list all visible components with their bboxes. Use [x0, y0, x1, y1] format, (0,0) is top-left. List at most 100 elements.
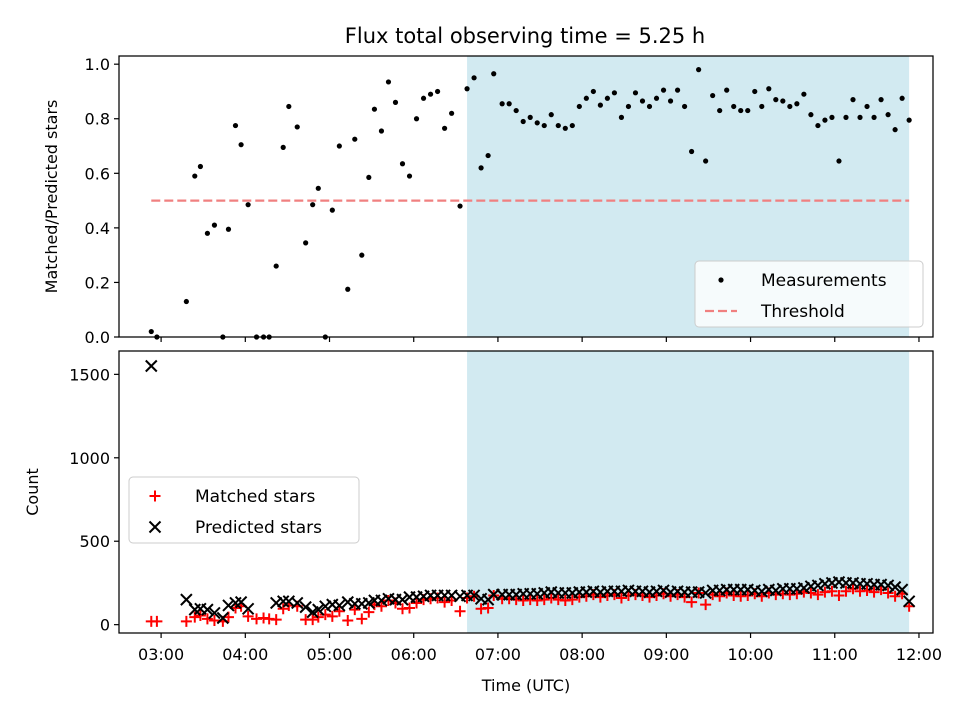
measurements-point: [604, 95, 611, 101]
matched-stars-point: [194, 609, 206, 621]
measurements-point: [245, 202, 251, 208]
y-tick-label: 0.6: [85, 164, 110, 183]
count-legend: Matched stars Predicted stars: [128, 476, 360, 544]
matched-stars-point: [882, 587, 894, 599]
measurements-point: [232, 122, 239, 129]
measurements-point: [660, 87, 667, 93]
legend-box: [694, 260, 924, 328]
matched-stars-point: [277, 603, 289, 615]
y-tick-label: 0.8: [85, 110, 110, 129]
measurements-point: [639, 98, 646, 104]
measurements-point: [681, 103, 688, 110]
x-tick-label: 04:00: [222, 645, 268, 664]
measurements-point: [491, 71, 497, 77]
predicted-stars-point: [201, 603, 214, 616]
predicted-stars-point: [222, 599, 235, 612]
measurements-point: [197, 163, 203, 170]
measurements-point: [674, 87, 681, 93]
matched-stars-point: [868, 586, 880, 598]
count-y-ticks: 0 500 1000 1500: [69, 365, 119, 635]
ratio-panel-frame: [118, 55, 934, 338]
measurements-point: [204, 230, 211, 236]
predicted-stars-point: [888, 580, 902, 594]
measurements-point: [597, 102, 603, 108]
measurements-point: [294, 124, 300, 130]
measurements-point: [843, 114, 849, 120]
predicted-stars-point: [276, 595, 290, 608]
matched-stars-point: [482, 602, 494, 614]
measurements-point: [471, 75, 477, 81]
measurements-point: [420, 95, 427, 101]
predicted-stars-point: [333, 599, 346, 612]
matched-stars-point: [826, 585, 838, 597]
measurements-point: [329, 207, 335, 213]
y-tick-label: 1500: [69, 365, 110, 384]
matched-stars-point: [454, 605, 466, 617]
matched-stars-point: [342, 614, 354, 626]
measurements-point: [632, 90, 639, 96]
measurements-point: [310, 202, 316, 208]
predicted-stars-point: [895, 583, 909, 596]
y-tick-label: 500: [79, 532, 110, 551]
matched-stars-point: [270, 614, 282, 626]
matched-stars-point: [363, 606, 375, 618]
y-tick-label: 0: [100, 616, 110, 635]
measurements-point: [366, 174, 372, 181]
measurements-point: [829, 114, 835, 120]
measurements-point: [794, 101, 800, 107]
measurements-point: [286, 103, 292, 110]
predicted-stars-point: [291, 596, 304, 610]
legend-label-measurements: Measurements: [761, 271, 887, 291]
predicted-stars-point: [312, 603, 325, 616]
measurements-point: [464, 86, 470, 92]
measurements-point: [392, 99, 399, 105]
measurements-point: [822, 117, 828, 123]
measurements-point: [703, 158, 709, 164]
matched-stars-point: [805, 587, 817, 599]
measurements-point: [759, 103, 765, 110]
predicted-stars-point: [180, 593, 193, 606]
legend-swatch: [149, 490, 161, 502]
matched-stars-point: [242, 610, 254, 622]
predicted-stars-point: [208, 606, 221, 620]
predicted-stars-point: [467, 589, 481, 602]
x-tick-label: 11:00: [812, 645, 858, 664]
matched-stars-point: [439, 596, 451, 608]
measurements-point: [878, 97, 884, 103]
count-x-ticks: 03:00 04:00 05:00 06:00 07:00 08:00 09:00 10:00…: [138, 633, 942, 664]
x-tick-label: 08:00: [559, 645, 605, 664]
matched-stars-point: [326, 610, 338, 622]
measurements-point: [303, 240, 309, 246]
matched-stars-point: [404, 602, 416, 614]
matched-stars-point: [382, 594, 394, 606]
measurements-point: [345, 286, 351, 292]
y-tick-label: 0.0: [85, 328, 110, 347]
measurements-point: [534, 120, 540, 126]
y-tick-label: 0.4: [85, 219, 110, 238]
measurements-point: [724, 87, 730, 93]
predicted-stars-point: [902, 595, 916, 608]
count-points: [145, 359, 916, 627]
measurements-point: [815, 122, 821, 129]
measurements-point: [801, 91, 807, 97]
measurements-point: [590, 88, 596, 95]
matched-stars-point: [686, 596, 698, 608]
measurements-point: [899, 95, 905, 101]
matched-stars-point: [847, 583, 859, 595]
measurements-point: [625, 103, 632, 110]
ratio-y-axis-label: Matched/Predicted stars: [42, 100, 61, 294]
measurements-point: [506, 101, 512, 107]
measurements-point: [555, 122, 561, 129]
measurements-point: [787, 103, 793, 110]
measurements-point: [378, 128, 385, 134]
measurements-point: [513, 107, 519, 114]
matched-stars-point: [833, 589, 845, 601]
measurements-point: [280, 144, 286, 150]
measurements-point: [427, 91, 434, 97]
x-tick-label: 06:00: [391, 645, 437, 664]
matched-stars-point: [151, 615, 163, 627]
measurements-point: [385, 79, 392, 85]
matched-stars-point: [538, 594, 550, 606]
measurements-point: [871, 114, 877, 120]
